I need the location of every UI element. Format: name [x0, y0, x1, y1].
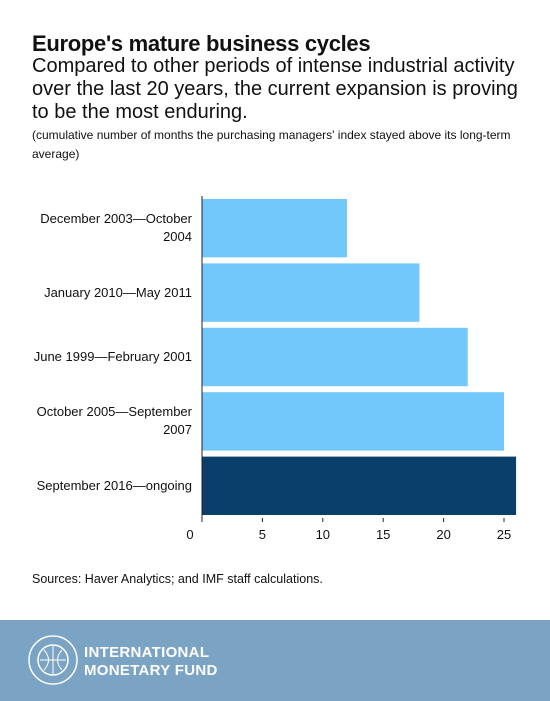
y-tick-label: September 2016—ongoing	[36, 477, 192, 493]
y-tick-label: December 2003—October 2004	[40, 211, 192, 245]
bar	[202, 392, 504, 451]
y-tick-label: January 2010—May 2011	[44, 284, 192, 300]
x-tick-label: 0	[186, 527, 194, 542]
imf-logo	[28, 635, 78, 685]
footer-text: INTERNATIONAL	[84, 644, 210, 661]
footer-text: MONETARY FUND	[84, 662, 218, 679]
bar	[202, 327, 468, 387]
y-tick-label: October 2005—September 2007	[36, 404, 192, 438]
y-tick-label: June 1999—February 2001	[33, 348, 192, 364]
chart-note: (cumulative number of months the purchas…	[32, 128, 511, 161]
chart-title: Europe's mature business cycles	[32, 31, 371, 56]
x-tick-label: 10	[315, 527, 331, 542]
chart-subtitle: Compared to other periods of intense ind…	[32, 55, 518, 123]
x-tick-label: 15	[375, 527, 391, 542]
x-tick-label: 25	[496, 527, 512, 542]
bar	[202, 263, 420, 322]
x-tick-label: 20	[436, 527, 451, 542]
bar	[202, 199, 347, 258]
footer-band	[0, 620, 550, 701]
x-tick-label: 5	[258, 527, 266, 542]
bar	[202, 456, 517, 515]
source-note: Sources: Haver Analytics; and IMF staff …	[32, 572, 323, 586]
